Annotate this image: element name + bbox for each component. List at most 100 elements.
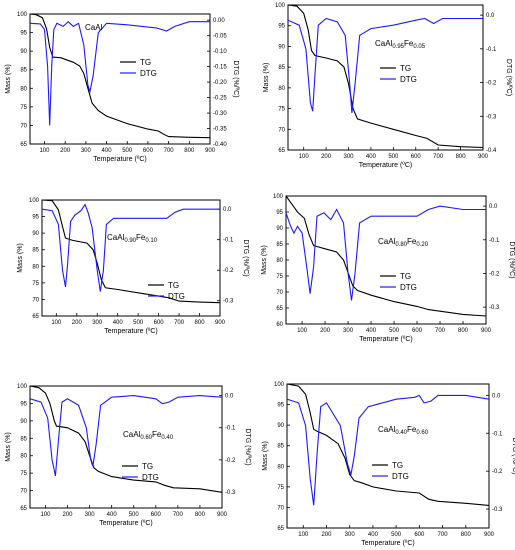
plot-frame: [41, 199, 221, 317]
x-tick-label: 300: [344, 154, 355, 160]
sample-label: CaAl: [85, 23, 103, 32]
x-tick-label: 900: [478, 154, 489, 160]
y-left-tick-label: 80: [20, 454, 27, 460]
y-right-tick-label: -0.1: [486, 47, 497, 53]
y-left-axis-label: Mass (%): [17, 243, 24, 273]
x-tick-label: 600: [411, 154, 422, 160]
sample-main: CaAl: [375, 39, 393, 48]
x-tick-label: 700: [435, 328, 446, 334]
y-right-tick-label: 0.00: [213, 18, 225, 24]
x-tick-label: 800: [195, 512, 206, 518]
y-right-tick-label: -0.2: [489, 271, 500, 277]
y-right-tick-label: -0.25: [213, 96, 227, 102]
y-left-tick-label: 100: [17, 384, 28, 390]
x-tick-label: 100: [40, 512, 51, 518]
dtg-series-line: [42, 203, 220, 292]
y-right-tick-label: -0.1: [225, 426, 236, 432]
y-left-axis-label: Mass (%): [262, 441, 269, 471]
y-left-tick-label: 70: [277, 505, 284, 511]
y-right-tick-label: -0.1: [492, 431, 503, 437]
x-tick-label: 500: [391, 532, 402, 538]
x-tick-label: 500: [388, 154, 399, 160]
x-tick-label: 300: [85, 512, 96, 518]
y-left-axis-label: Mass (%): [5, 64, 12, 94]
y-right-tick-label: -0.3: [489, 305, 500, 311]
y-left-tick-label: 90: [278, 44, 285, 50]
x-tick-label: 700: [164, 148, 175, 154]
x-tick-label: 400: [366, 328, 377, 334]
y-right-tick-label: -0.1: [489, 238, 500, 244]
sample-element: Fe: [136, 233, 146, 242]
chart-panel-2: 100 200 300 400 500 600 700 800 900 Temperature (…: [263, 3, 512, 169]
legend-dtg-label: DTG: [142, 473, 159, 482]
y-left-tick-label: 80: [277, 464, 284, 470]
x-axis-label: Temperature (ºC): [359, 336, 413, 343]
y-left-tick-label: 65: [277, 526, 284, 532]
y-left-tick-label: 65: [32, 314, 39, 320]
y-left-tick-label: 70: [32, 297, 39, 303]
y-left-tick-label: 75: [32, 281, 39, 287]
legend-dtg-label: DTG: [400, 283, 417, 292]
x-axis-label: Temperature (ºC): [104, 328, 158, 335]
y-left-tick-label: 90: [32, 231, 39, 237]
chart-panel-1: 100 200 300 400 500 600 700 800 900 Temperature (…: [5, 12, 239, 163]
chart-panel-6: 100 200 300 400 500 600 700 800 900 Temperature (…: [262, 382, 515, 547]
y-right-tick-label: -0.15: [213, 65, 227, 71]
y-right-axis-label: DTG (%/ºC): [505, 59, 512, 96]
y-right-tick-label: -0.2: [225, 458, 236, 464]
y-left-tick-label: 80: [278, 86, 285, 92]
dtg-series-line: [286, 205, 486, 301]
y-right-axis-label: DTG (%/ºC): [242, 239, 249, 276]
y-left-tick-label: 60: [276, 322, 283, 328]
x-tick-label: 400: [113, 320, 124, 326]
y-left-tick-label: 95: [278, 24, 285, 30]
plot-frame: [29, 13, 211, 145]
y-left-tick-label: 85: [278, 65, 285, 71]
y-right-tick-label: -0.2: [492, 469, 503, 475]
sample-subscript: 0.80: [395, 242, 407, 248]
y-left-axis-label: Mass (%): [263, 63, 270, 93]
y-right-tick-label: 0.0: [489, 204, 498, 210]
y-right-axis-label: DTG (%/ºC): [232, 60, 239, 97]
sample-label: CaAl0.90Fe0.10: [107, 233, 158, 244]
x-tick-label: 600: [154, 320, 165, 326]
x-tick-label: 400: [107, 512, 118, 518]
x-tick-label: 500: [133, 320, 144, 326]
x-tick-label: 900: [217, 512, 228, 518]
y-left-tick-label: 90: [20, 419, 27, 425]
y-left-tick-label: 70: [20, 489, 27, 495]
y-left-axis-label: Mass (%): [261, 245, 268, 275]
tg-series-line: [286, 196, 486, 317]
x-tick-label: 700: [173, 512, 184, 518]
y-left-tick-label: 100: [274, 382, 285, 388]
x-tick-label: 100: [299, 154, 310, 160]
x-tick-label: 300: [92, 320, 103, 326]
legend-tg-label: TG: [140, 58, 151, 67]
sample-label: CaAl0.60Fe0.40: [123, 430, 174, 441]
y-left-tick-label: 80: [20, 86, 27, 92]
x-axis-label: Temperature (ºC): [361, 540, 415, 547]
legend-dtg-label: DTG: [392, 472, 409, 481]
y-left-tick-label: 75: [20, 105, 27, 111]
sample-subscript: 0.40: [395, 430, 407, 436]
y-right-axis-label: DTG (%/ºC): [511, 437, 515, 474]
legend-tg-label: TG: [142, 462, 153, 471]
x-tick-label: 100: [51, 320, 62, 326]
y-right-tick-label: 0.0: [223, 207, 232, 213]
y-right-tick-label: 0.0: [225, 394, 234, 400]
y-right-tick-label: -0.4: [486, 148, 497, 154]
sample-subscript: 0.05: [413, 44, 425, 50]
y-left-tick-label: 85: [276, 242, 283, 248]
y-left-tick-label: 95: [276, 210, 283, 216]
legend-tg-label: TG: [400, 272, 411, 281]
sample-main: CaAl: [85, 23, 103, 32]
x-tick-label: 200: [60, 148, 71, 154]
y-right-tick-label: -0.10: [213, 49, 227, 55]
y-left-tick-label: 90: [277, 423, 284, 429]
y-right-tick-label: -0.2: [223, 268, 234, 274]
x-tick-label: 300: [81, 148, 92, 154]
x-tick-label: 700: [433, 154, 444, 160]
x-axis-label: Temperature (ºC): [99, 520, 153, 527]
x-tick-label: 700: [174, 320, 185, 326]
